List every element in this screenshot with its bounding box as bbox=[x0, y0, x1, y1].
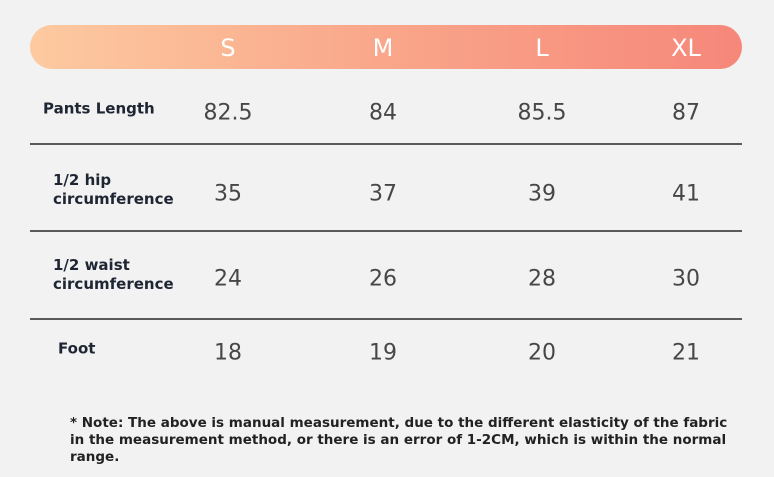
header-bar bbox=[30, 25, 742, 69]
row-label: 1/2 waist circumference bbox=[53, 256, 174, 293]
cell-value: 21 bbox=[672, 340, 700, 366]
row-divider bbox=[30, 318, 742, 320]
note: * Note: The above is manual measurement,… bbox=[70, 415, 728, 465]
cell-value: 41 bbox=[672, 181, 700, 207]
cell-value: 18 bbox=[214, 340, 242, 366]
cell-value: 82.5 bbox=[203, 100, 253, 126]
cell-value: 20 bbox=[528, 340, 556, 366]
cell-value: 37 bbox=[369, 181, 397, 207]
cell-value: 26 bbox=[369, 266, 397, 292]
row-label: Foot bbox=[58, 339, 96, 358]
column-header: S bbox=[220, 34, 236, 62]
cell-value: 85.5 bbox=[517, 100, 567, 126]
column-header: XL bbox=[671, 34, 701, 62]
row-divider bbox=[30, 143, 742, 145]
cell-value: 39 bbox=[528, 181, 556, 207]
cell-value: 30 bbox=[672, 266, 700, 292]
cell-value: 24 bbox=[214, 266, 242, 292]
cell-value: 84 bbox=[369, 100, 397, 126]
row-divider bbox=[30, 230, 742, 232]
cell-value: 87 bbox=[672, 100, 700, 126]
cell-value: 19 bbox=[369, 340, 397, 366]
cell-value: 35 bbox=[214, 181, 242, 207]
cell-value: 28 bbox=[528, 266, 556, 292]
column-header: L bbox=[535, 34, 549, 62]
column-header: M bbox=[372, 34, 394, 62]
row-label: Pants Length bbox=[43, 99, 155, 118]
row-label: 1/2 hip circumference bbox=[53, 171, 174, 208]
